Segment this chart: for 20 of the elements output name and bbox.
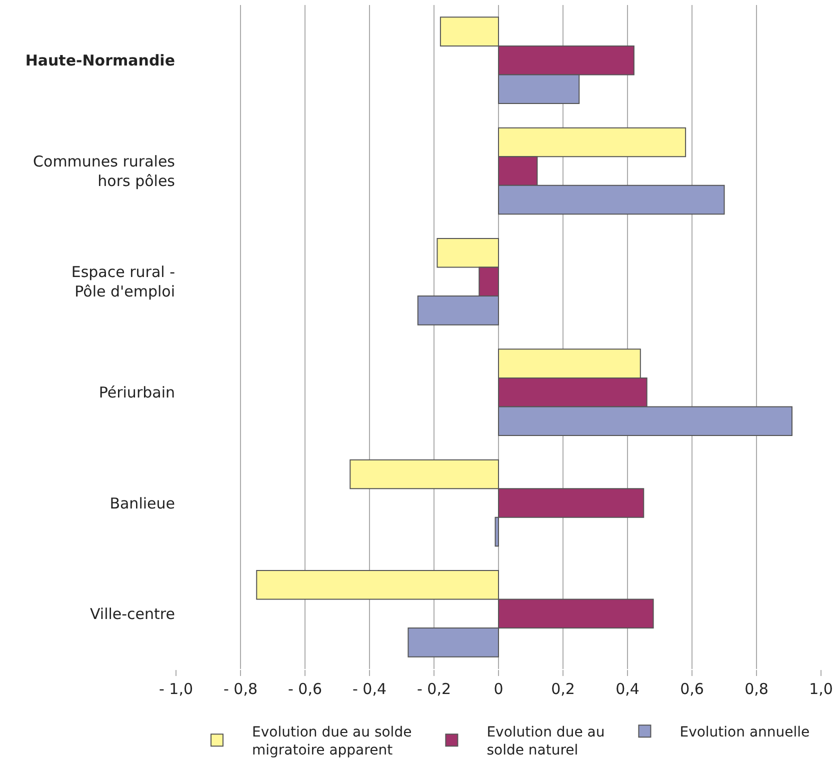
x-tick-label: - 0,6 (288, 680, 322, 698)
y-tick-label: Ville-centre (90, 604, 175, 623)
x-tick-label: 0,8 (744, 680, 768, 698)
y-tick-label: Haute-Normandie (25, 52, 175, 70)
x-tick-label: - 0,2 (416, 680, 452, 698)
x-tick-label: 0 (494, 680, 504, 698)
legend-label: Evolution due au solde migratoire apparent (252, 724, 412, 759)
y-tick-label: Banlieue (110, 494, 175, 512)
x-tick-label: 1,0 (809, 680, 833, 698)
x-tick-label: - 0,4 (352, 680, 387, 698)
x-tick-label: - 0,8 (223, 680, 258, 698)
legend-label: Evolution annuelle (680, 724, 810, 741)
y-tick-label: Périurbain (98, 384, 175, 402)
x-tick-label: - 1,0 (158, 680, 194, 698)
x-tick-label: 0,6 (680, 680, 704, 698)
x-tick-label: 0,2 (551, 680, 575, 698)
y-tick-label: Communes rurales hors pôles (33, 152, 176, 190)
x-tick-label: 0,4 (616, 680, 640, 698)
legend-label: Evolution due au solde naturel (486, 724, 605, 759)
y-tick-label: Espace rural - Pôle d'emploi (71, 263, 175, 301)
